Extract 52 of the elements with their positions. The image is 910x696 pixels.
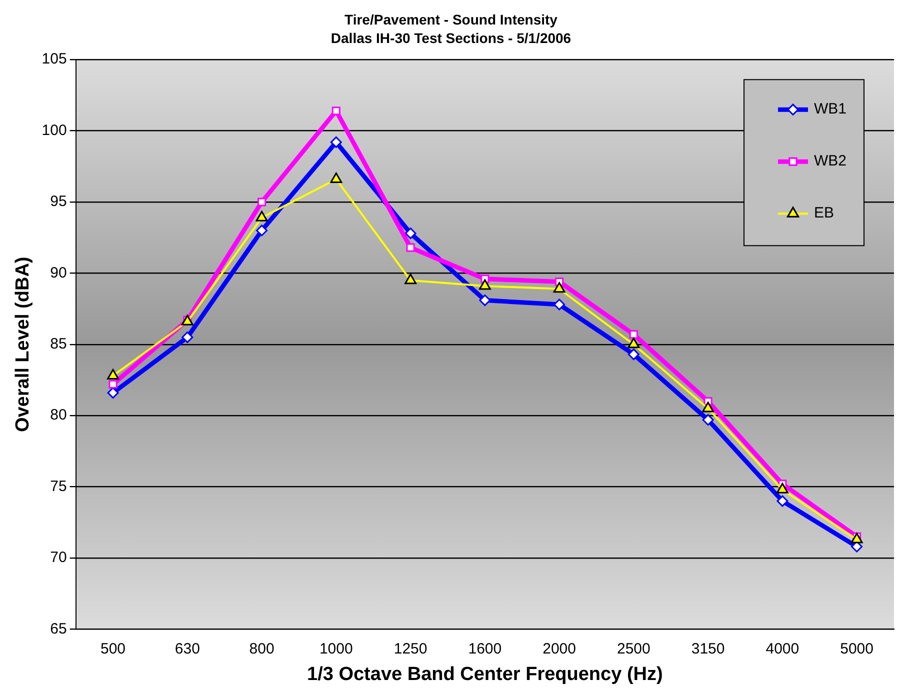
y-tick-label: 85 bbox=[50, 336, 67, 353]
point bbox=[628, 348, 640, 360]
point bbox=[776, 495, 788, 507]
point bbox=[256, 210, 268, 222]
x-axis-title: 1/3 Octave Band Center Frequency (Hz) bbox=[307, 664, 663, 685]
point bbox=[332, 106, 340, 116]
point bbox=[404, 274, 416, 284]
point bbox=[776, 482, 788, 494]
point bbox=[554, 298, 566, 310]
x-tick-label: 2000 bbox=[542, 640, 576, 658]
x-tick-label: 500 bbox=[100, 640, 126, 658]
chart-subtitle: Dallas IH-30 Test Sections - 5/1/2006 bbox=[330, 30, 572, 46]
x-tick-label: 5000 bbox=[840, 640, 874, 658]
point bbox=[629, 330, 638, 339]
x-tick-label: 4000 bbox=[766, 640, 800, 658]
x-tick-label: 3150 bbox=[691, 640, 725, 658]
chart-title: Tire/Pavement - Sound Intensity bbox=[344, 11, 558, 28]
y-tick-label: 105 bbox=[42, 50, 67, 68]
y-tick-label: 90 bbox=[50, 264, 67, 282]
point bbox=[256, 224, 268, 236]
x-tick-label: 800 bbox=[249, 640, 274, 658]
point bbox=[553, 282, 566, 293]
point bbox=[257, 198, 266, 206]
y-tick-label: 100 bbox=[42, 122, 67, 139]
point bbox=[182, 332, 194, 344]
x-tick-label: 630 bbox=[174, 640, 200, 658]
point bbox=[107, 387, 119, 399]
point bbox=[478, 279, 491, 290]
point bbox=[330, 136, 342, 148]
point bbox=[628, 338, 640, 348]
point bbox=[702, 414, 714, 426]
y-tick-label: 80 bbox=[50, 406, 67, 424]
point bbox=[330, 172, 342, 183]
point bbox=[702, 402, 714, 412]
point bbox=[479, 294, 491, 306]
x-tick-label: 2500 bbox=[616, 640, 650, 658]
y-tick-label: 75 bbox=[50, 478, 67, 495]
point bbox=[406, 243, 415, 252]
x-tick-label: 1000 bbox=[319, 640, 353, 658]
y-tick-label: 95 bbox=[50, 193, 67, 210]
y-tick-label: 70 bbox=[50, 549, 67, 566]
y-axis-title: Overall Level (dBA) bbox=[12, 256, 34, 432]
y-tick-label: 65 bbox=[50, 620, 67, 638]
legend-label: WB1 bbox=[814, 100, 847, 118]
legend-label: EB bbox=[814, 204, 834, 222]
legend-label: WB2 bbox=[814, 152, 847, 170]
point bbox=[404, 228, 416, 240]
x-tick-label: 1600 bbox=[468, 640, 502, 658]
x-tick-label: 1250 bbox=[394, 640, 428, 658]
point bbox=[850, 532, 863, 544]
point bbox=[108, 380, 118, 389]
point bbox=[107, 368, 119, 380]
